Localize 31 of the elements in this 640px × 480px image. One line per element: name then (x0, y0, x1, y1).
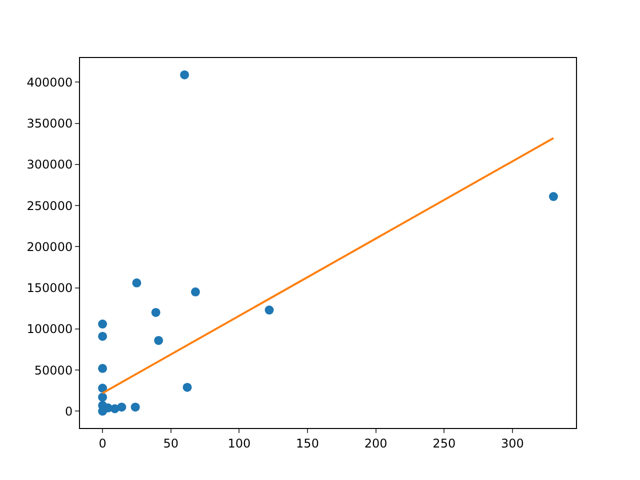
y-tick-label: 200000 (26, 240, 73, 254)
point (98, 320, 108, 329)
point (110, 404, 120, 414)
y-tick-label: 150000 (26, 281, 73, 296)
x-tick-label: 0 (98, 436, 106, 450)
x-tick-label: 50 (163, 436, 179, 450)
y-tick-label: 50000 (34, 363, 73, 378)
point (98, 392, 108, 402)
x-tick-label: 250 (432, 436, 456, 450)
y-tick-label: 0 (64, 404, 73, 418)
point (98, 332, 108, 341)
y-tick-label: 400000 (26, 75, 73, 90)
y-tick-label: 250000 (26, 198, 73, 213)
point (154, 336, 164, 345)
point (180, 70, 190, 80)
point (132, 278, 142, 288)
point (182, 382, 192, 392)
x-tick-label: 150 (296, 436, 319, 450)
point (98, 364, 108, 373)
x-tick-label: 200 (364, 436, 388, 450)
y-tick-label: 350000 (26, 116, 73, 131)
y-tick-label: 300000 (26, 158, 73, 172)
y-tick-label: 100000 (26, 322, 73, 336)
x-tick-label: 300 (501, 436, 524, 450)
point (190, 287, 200, 296)
point (98, 384, 108, 393)
point (264, 306, 274, 315)
point (130, 402, 140, 412)
point (548, 192, 558, 202)
x-tick-label: 100 (228, 436, 251, 450)
point (151, 308, 160, 317)
